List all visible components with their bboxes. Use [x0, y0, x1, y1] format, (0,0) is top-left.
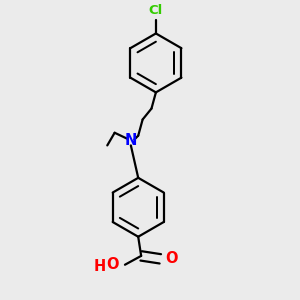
- Text: Cl: Cl: [149, 4, 163, 17]
- Text: N: N: [125, 134, 137, 148]
- Text: O: O: [106, 257, 119, 272]
- Text: H: H: [94, 259, 106, 274]
- Text: O: O: [166, 251, 178, 266]
